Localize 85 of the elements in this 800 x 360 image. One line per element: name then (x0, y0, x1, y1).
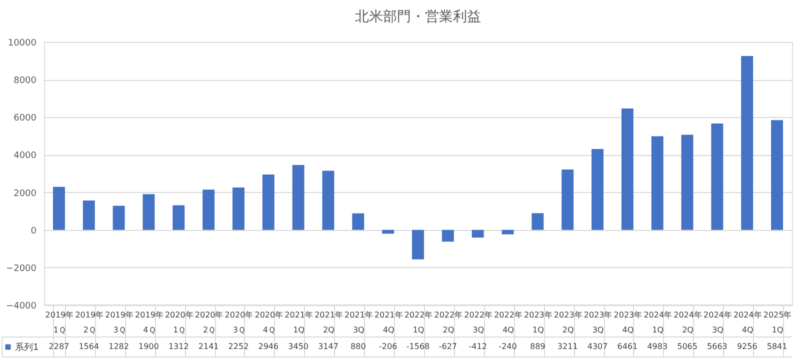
x-tick-label: 2024年 2Q (674, 310, 702, 334)
x-tick-label: 2022年 4Q (494, 310, 522, 334)
data-label: -1568 (406, 342, 430, 351)
bar (771, 120, 784, 230)
x-tick-label: 2024年 3Q (704, 310, 732, 334)
data-label: 6461 (617, 342, 638, 351)
x-tick-label: 2019年 2Ｑ (75, 310, 104, 334)
data-label: 880 (350, 342, 366, 351)
x-tick-label: 2019年 1Ｑ (45, 310, 74, 334)
data-label: 5065 (677, 342, 698, 351)
x-tick-label: 2022年 3Q (464, 310, 493, 334)
bar (472, 230, 484, 238)
x-tick-label: 2020年 4Ｑ (254, 310, 284, 334)
x-tick-label: 2023年 4Q (614, 310, 642, 334)
x-tick-label: 2019年 3Ｑ (105, 310, 134, 334)
data-label: 2287 (48, 342, 70, 351)
bar (502, 230, 514, 234)
y-tick-label: 6000 (14, 114, 37, 124)
bar (172, 205, 185, 230)
data-label: 1282 (108, 342, 129, 351)
x-tick-label: 2023年 2Q (554, 310, 582, 334)
data-label: 5663 (707, 342, 728, 351)
x-tick-label: 2024年 1Q (644, 310, 672, 334)
x-tick-label: 2022年 1Q (404, 310, 433, 334)
data-label: 1564 (78, 342, 100, 351)
data-label: 2252 (228, 342, 249, 351)
bar (532, 213, 544, 230)
bar (681, 134, 694, 230)
y-tick-label: 10000 (8, 38, 37, 48)
x-tick-label: 2020年 2Ｑ (194, 310, 224, 334)
data-label: 5841 (766, 342, 788, 351)
bar (412, 230, 424, 260)
y-tick-label: 8000 (14, 76, 37, 86)
bar (592, 148, 604, 230)
x-tick-label: 2020年 1Ｑ (164, 310, 194, 334)
bar (352, 213, 364, 230)
bar (232, 188, 244, 230)
data-label: 889 (530, 342, 546, 351)
bar (562, 170, 574, 230)
bar (142, 194, 155, 230)
bar (82, 200, 95, 230)
data-label: -627 (438, 342, 457, 351)
data-label: -206 (379, 342, 398, 351)
data-label: 3450 (288, 342, 308, 351)
y-tick-label: −4000 (6, 302, 37, 312)
data-label: 2946 (258, 342, 279, 351)
data-label: 2141 (198, 342, 219, 351)
data-label: 4307 (587, 342, 608, 351)
bar (292, 165, 304, 230)
bar (262, 174, 274, 230)
y-tick-label: 4000 (14, 151, 37, 162)
data-label: -240 (498, 342, 517, 351)
x-tick-label: 2023年 3Q (584, 310, 612, 334)
x-tick-label: 2023年 1Q (524, 310, 552, 334)
bar (442, 230, 454, 242)
bar (112, 206, 125, 230)
data-label: 3211 (557, 342, 578, 351)
data-label: 1900 (138, 342, 159, 351)
x-tick-label: 2025年 1Q (763, 310, 792, 334)
x-tick-label: 2021年 4Q (374, 310, 403, 334)
data-label: 1312 (168, 342, 189, 351)
bar (711, 123, 724, 230)
data-label: -412 (468, 342, 487, 351)
bar (651, 136, 664, 230)
x-tick-label: 2019年 4Ｑ (135, 310, 164, 334)
bar (621, 108, 634, 230)
legend-label: 系列1 (15, 342, 39, 353)
bar (52, 186, 65, 230)
bar (202, 190, 215, 230)
y-tick-label: −2000 (6, 264, 37, 274)
x-tick-label: 2022年 2Q (434, 310, 463, 334)
x-tick-label: 2021年 2Q (314, 310, 343, 334)
x-tick-label: 2020年 3Ｑ (224, 310, 254, 334)
bar (382, 230, 394, 234)
bar (741, 56, 754, 230)
data-label: 3147 (318, 342, 338, 351)
x-tick-label: 2021年 1Q (284, 310, 313, 334)
y-tick-label: 2000 (14, 188, 37, 199)
x-tick-label: 2024年 4Q (733, 310, 762, 334)
y-tick-label: 0 (30, 226, 37, 236)
x-tick-label: 2021年 3Q (344, 310, 373, 334)
data-label: 9256 (736, 342, 758, 351)
bar (322, 170, 334, 230)
data-label: 4983 (647, 342, 668, 351)
chart-title: 北米部門・営業利益 (355, 9, 481, 25)
